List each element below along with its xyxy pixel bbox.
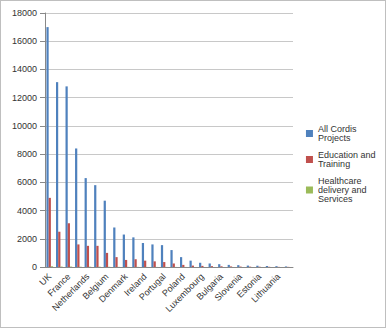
svg-text:18000: 18000	[12, 8, 37, 18]
svg-text:UK: UK	[37, 271, 54, 288]
svg-text:delivery and: delivery and	[318, 185, 369, 195]
svg-text:Luxembourg: Luxembourg	[163, 271, 206, 314]
svg-text:6000: 6000	[17, 177, 37, 187]
svg-text:Belgium: Belgium	[80, 271, 111, 302]
svg-text:4000: 4000	[17, 206, 37, 216]
svg-text:Services: Services	[318, 194, 353, 204]
svg-text:Bulgaria: Bulgaria	[194, 271, 225, 302]
svg-text:16000: 16000	[12, 36, 37, 46]
svg-text:Education and: Education and	[318, 150, 378, 160]
svg-text:All Cordis: All Cordis	[318, 124, 359, 134]
svg-text:0: 0	[32, 262, 37, 272]
svg-text:Ireland: Ireland	[122, 271, 149, 298]
svg-text:2000: 2000	[17, 234, 37, 244]
svg-text:Poland: Poland	[160, 271, 187, 299]
svg-text:Netherlands: Netherlands	[50, 271, 92, 313]
svg-text:Projects: Projects	[318, 133, 351, 143]
svg-text:Estonia: Estonia	[234, 271, 264, 300]
svg-text:France: France	[45, 271, 73, 299]
svg-text:10000: 10000	[12, 121, 37, 131]
svg-text:Portugal: Portugal	[137, 271, 168, 303]
svg-text:Denmark: Denmark	[96, 271, 130, 305]
svg-text:Healthcare: Healthcare	[318, 176, 364, 186]
svg-text:Lithuania: Lithuania	[249, 271, 282, 304]
svg-text:Training: Training	[318, 159, 350, 169]
svg-text:12000: 12000	[12, 93, 37, 103]
svg-text:8000: 8000	[17, 149, 37, 159]
svg-text:Slovenia: Slovenia	[212, 271, 245, 303]
svg-text:14000: 14000	[12, 64, 37, 74]
